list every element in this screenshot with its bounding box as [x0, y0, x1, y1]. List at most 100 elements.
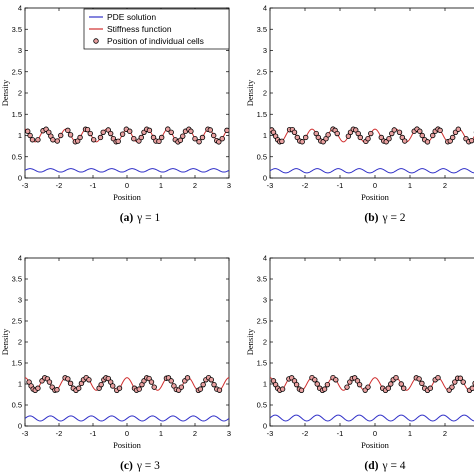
- cell-marker: [25, 128, 31, 134]
- y-tick-label: 4: [18, 254, 22, 263]
- x-axis-label: Position: [113, 192, 142, 202]
- cell-marker: [119, 131, 126, 137]
- x-tick-label: 0: [373, 181, 377, 190]
- y-tick-label: 2: [18, 338, 22, 347]
- cell-marker: [76, 385, 82, 391]
- cell-marker: [457, 375, 464, 381]
- cell-marker: [333, 377, 339, 383]
- cell-marker: [65, 127, 71, 134]
- cell-marker: [450, 134, 456, 141]
- cell-marker: [168, 129, 174, 136]
- x-tick-label: 0: [125, 181, 129, 190]
- cell-marker: [50, 137, 56, 143]
- cell-marker: [146, 127, 153, 134]
- cell-marker: [447, 138, 453, 144]
- x-tick-label: 0: [125, 429, 129, 438]
- y-tick-label: 1.5: [12, 359, 22, 368]
- cell-marker: [468, 137, 474, 144]
- y-tick-label: 1: [18, 131, 22, 140]
- cell-marker: [430, 132, 436, 139]
- y-axis-label: Density: [0, 79, 10, 106]
- cell-marker: [177, 137, 184, 143]
- y-tick-label: 0: [18, 422, 22, 431]
- cell-marker: [314, 381, 320, 387]
- cell-marker: [178, 384, 185, 390]
- x-tick-label: -2: [302, 429, 309, 438]
- y-tick-label: 3.5: [257, 275, 267, 284]
- cell-marker: [437, 127, 443, 134]
- pde-solution-line: [25, 415, 229, 422]
- axes-frame: [24, 257, 230, 427]
- y-axis-label: Density: [245, 328, 255, 355]
- cell-marker: [210, 132, 217, 139]
- cell-marker: [216, 387, 223, 393]
- cell-marker: [365, 384, 371, 390]
- caption-tag: (a): [120, 212, 134, 224]
- caption-math: γ = 2: [381, 212, 405, 224]
- cell-marker: [196, 139, 202, 145]
- cell-marker: [385, 385, 391, 391]
- cell-marker: [388, 381, 394, 387]
- y-tick-label: 0.5: [257, 152, 267, 161]
- x-tick-label: -3: [22, 181, 29, 190]
- y-tick-label: 1: [263, 131, 267, 140]
- y-axis-label: Density: [245, 79, 255, 106]
- cell-marker: [116, 385, 123, 391]
- cell-marker: [435, 375, 441, 381]
- y-tick-label: 3.5: [12, 275, 22, 284]
- legend-entry: Stiffness function: [107, 24, 172, 34]
- cell-marker: [216, 139, 222, 145]
- cell-marker: [368, 130, 374, 137]
- x-tick-label: -2: [56, 181, 63, 190]
- cell-marker: [325, 132, 331, 138]
- cell-marker: [207, 127, 213, 133]
- cell-marker: [35, 385, 41, 391]
- cell-marker: [84, 126, 91, 133]
- caption-tag: (b): [364, 212, 378, 224]
- x-tick-label: -2: [302, 181, 309, 190]
- y-tick-label: 4: [18, 4, 22, 13]
- cell-marker: [389, 130, 395, 137]
- caption-math: γ = 1: [136, 212, 160, 224]
- caption-math: γ = 4: [381, 460, 405, 472]
- y-tick-label: 2.5: [12, 317, 22, 326]
- cell-marker: [324, 381, 331, 388]
- cell-marker: [279, 386, 286, 392]
- cell-marker: [419, 132, 425, 139]
- x-axis-label: Position: [361, 440, 390, 450]
- cell-marker: [180, 133, 186, 139]
- plot-area: [25, 375, 229, 422]
- y-tick-label: 3: [18, 46, 22, 55]
- cell-marker: [402, 138, 408, 144]
- cell-marker: [46, 379, 53, 385]
- cell-marker: [396, 129, 403, 136]
- y-tick-label: 4: [263, 4, 267, 13]
- cell-marker: [315, 134, 321, 141]
- x-axis-label: Position: [361, 192, 390, 202]
- x-tick-label: 2: [193, 429, 197, 438]
- cell-marker: [401, 385, 407, 391]
- panel-caption: (d) γ = 4: [364, 460, 405, 472]
- cell-marker: [138, 134, 144, 141]
- x-tick-label: 2: [443, 429, 447, 438]
- cell-marker: [197, 386, 204, 392]
- cell-marker: [100, 129, 106, 136]
- y-tick-label: 3.5: [257, 25, 267, 34]
- x-tick-label: 1: [408, 429, 412, 438]
- cell-marker: [158, 134, 165, 141]
- plot-area: [25, 126, 229, 173]
- x-tick-label: 0: [373, 429, 377, 438]
- y-tick-label: 0: [263, 422, 267, 431]
- panel-caption: (a) γ = 1: [120, 212, 161, 224]
- cell-marker: [427, 385, 433, 391]
- y-tick-label: 2.5: [257, 67, 267, 76]
- cell-marker: [279, 138, 285, 145]
- cell-marker: [393, 375, 399, 381]
- pde-solution-line: [25, 168, 229, 173]
- x-tick-label: -3: [267, 181, 274, 190]
- cell-marker: [86, 377, 92, 383]
- legend-entry: PDE solution: [107, 12, 156, 22]
- legend-box: [83, 8, 230, 50]
- y-tick-label: 1: [263, 380, 267, 389]
- y-axis-label: Density: [0, 328, 10, 355]
